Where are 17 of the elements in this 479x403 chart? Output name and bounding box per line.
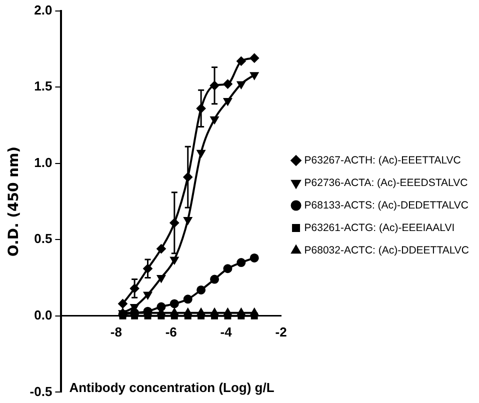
y-tick-label: -0.5 bbox=[30, 384, 52, 399]
legend-label: P63267-ACTH: (Ac)-EEETTALVC bbox=[304, 154, 462, 166]
x-tick-label: -8 bbox=[110, 324, 122, 340]
x-tick-label: -6 bbox=[165, 324, 177, 340]
x-tick-label: -2 bbox=[275, 324, 287, 340]
y-tick-label: 0.0 bbox=[34, 308, 52, 322]
x-axis-title: Antibody concentration (Log) g/L bbox=[69, 380, 274, 395]
y-tick-label: 1.0 bbox=[34, 154, 52, 170]
y-tick-label: 0.5 bbox=[34, 231, 52, 246]
legend-label: P68133-ACTS: (Ac)-DEDETTALVC bbox=[304, 199, 469, 212]
legend-label: P62736-ACTA: (Ac)-EEEDSTALVC bbox=[304, 176, 468, 189]
y-axis-title: O.D. (450 nm) bbox=[6, 146, 22, 257]
y-tick-label: 2.0 bbox=[34, 2, 52, 18]
legend-label: P63261-ACTG: (Ac)-EEEIAALVI bbox=[304, 222, 455, 234]
legend-label: P68032-ACTC: (Ac)-DDEETTALVC bbox=[304, 244, 470, 256]
y-tick-label: 1.5 bbox=[34, 78, 52, 94]
x-tick-label: -4 bbox=[220, 324, 233, 340]
